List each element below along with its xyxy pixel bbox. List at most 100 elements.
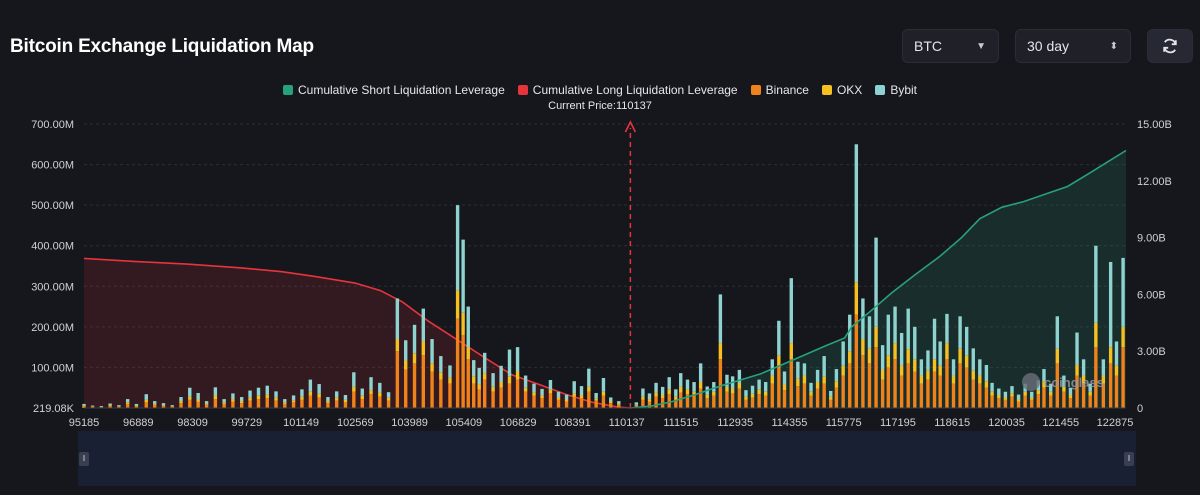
short-cumulative-line	[630, 149, 1127, 409]
bar-bybit	[317, 384, 321, 394]
zoom-slider-left-handle[interactable]: ǁ	[79, 452, 89, 466]
bar-okx	[248, 397, 252, 401]
y-right-tick-label: 15.00B	[1137, 119, 1172, 131]
bar-bybit	[248, 390, 252, 398]
bar-bybit	[886, 314, 890, 356]
bar-okx	[1081, 375, 1086, 384]
period-select[interactable]: 30 day ⬍	[1015, 29, 1131, 63]
bar-bybit	[667, 377, 671, 390]
bar-binance	[179, 403, 183, 408]
refresh-button[interactable]	[1147, 29, 1193, 63]
zoom-slider-right-handle[interactable]: ǁ	[1124, 452, 1134, 466]
bar-binance	[906, 363, 910, 408]
bar-binance	[641, 399, 645, 408]
bar-bybit	[334, 391, 339, 398]
page-title: Bitcoin Exchange Liquidation Map	[10, 36, 314, 57]
bar-bybit	[1101, 359, 1106, 376]
bar-bybit	[352, 372, 356, 387]
legend-item-long[interactable]: Cumulative Long Liquidation Leverage	[517, 83, 738, 97]
bar-binance	[834, 387, 839, 408]
bar-binance	[951, 383, 956, 408]
bar-bybit	[213, 387, 218, 396]
bar-binance	[685, 394, 690, 408]
legend-item-short[interactable]: Cumulative Short Liquidation Leverage	[282, 83, 505, 97]
bar-binance	[213, 399, 218, 408]
legend-item-okx[interactable]: OKX	[821, 83, 862, 97]
bar-okx	[317, 393, 321, 398]
x-tick-label: 112935	[717, 417, 753, 429]
bar-okx	[777, 355, 781, 368]
bar-okx	[660, 395, 665, 399]
bar-binance	[919, 383, 924, 408]
bar-bybit	[188, 387, 192, 397]
zoom-slider-track[interactable]	[78, 431, 1136, 486]
bar-binance	[161, 405, 166, 408]
bar-bybit	[990, 382, 994, 392]
bar-bybit	[291, 395, 296, 401]
bar-bybit	[861, 298, 865, 340]
bar-okx	[421, 341, 425, 356]
bar-bybit	[647, 393, 652, 400]
bar-bybit	[951, 359, 956, 376]
bar-bybit	[308, 379, 313, 392]
bar-okx	[822, 376, 826, 384]
bar-binance	[893, 359, 897, 408]
bar-bybit	[958, 316, 962, 349]
bar-bybit	[579, 386, 584, 396]
bar-binance	[421, 355, 425, 408]
bar-binance	[430, 371, 434, 408]
bar-bybit	[815, 369, 820, 383]
legend-label: Binance	[765, 83, 809, 97]
long-cumulative-area	[84, 258, 631, 408]
bar-bybit	[1010, 386, 1014, 394]
bar-binance	[1075, 375, 1079, 408]
symbol-select[interactable]: BTC ▼	[902, 29, 999, 63]
bar-binance	[674, 399, 678, 408]
bar-bybit	[654, 382, 658, 393]
y-left-tick-label: 500.00M	[31, 200, 74, 212]
bar-bybit	[1016, 394, 1021, 400]
y-left-tick-label: 400.00M	[31, 241, 74, 253]
bar-bybit	[274, 391, 278, 398]
bar-okx	[647, 399, 652, 402]
bar-okx	[919, 375, 924, 384]
bar-bybit	[782, 371, 787, 385]
bar-binance	[971, 379, 975, 408]
bar-okx	[82, 405, 86, 407]
bar-okx	[763, 391, 768, 396]
bar-bybit	[1068, 387, 1073, 396]
legend-item-binance[interactable]: Binance	[750, 83, 809, 97]
bar-binance	[725, 391, 729, 408]
bar-binance	[1114, 375, 1119, 408]
bar-okx	[579, 395, 584, 399]
bar-binance	[466, 359, 470, 408]
bar-bybit	[789, 278, 793, 344]
bar-bybit	[265, 385, 269, 395]
legend-item-bybit[interactable]: Bybit	[875, 83, 917, 97]
bar-bybit	[196, 392, 200, 400]
bar-okx	[654, 392, 658, 397]
bar-okx	[153, 403, 157, 405]
bar-bybit	[692, 382, 696, 392]
bar-bybit	[737, 369, 742, 383]
bar-okx	[744, 396, 748, 400]
bar-okx	[572, 393, 576, 397]
x-tick-label: 98309	[177, 417, 208, 429]
bar-okx	[378, 392, 382, 397]
bar-okx	[108, 405, 112, 406]
bar-okx	[360, 395, 364, 400]
bar-okx	[1049, 391, 1053, 396]
legend-label: Bybit	[890, 83, 917, 97]
bar-okx	[161, 405, 166, 406]
bar-bybit	[594, 392, 598, 399]
bar-okx	[893, 343, 897, 360]
bar-binance	[482, 379, 487, 408]
x-tick-label: 117195	[880, 417, 916, 429]
bar-bybit	[461, 239, 465, 313]
bar-binance	[647, 401, 652, 408]
bar-bybit	[698, 363, 703, 383]
current-price-arrow-icon	[624, 120, 637, 133]
bar-okx	[352, 386, 356, 392]
bar-okx	[705, 394, 709, 399]
bar-bybit	[153, 401, 157, 404]
